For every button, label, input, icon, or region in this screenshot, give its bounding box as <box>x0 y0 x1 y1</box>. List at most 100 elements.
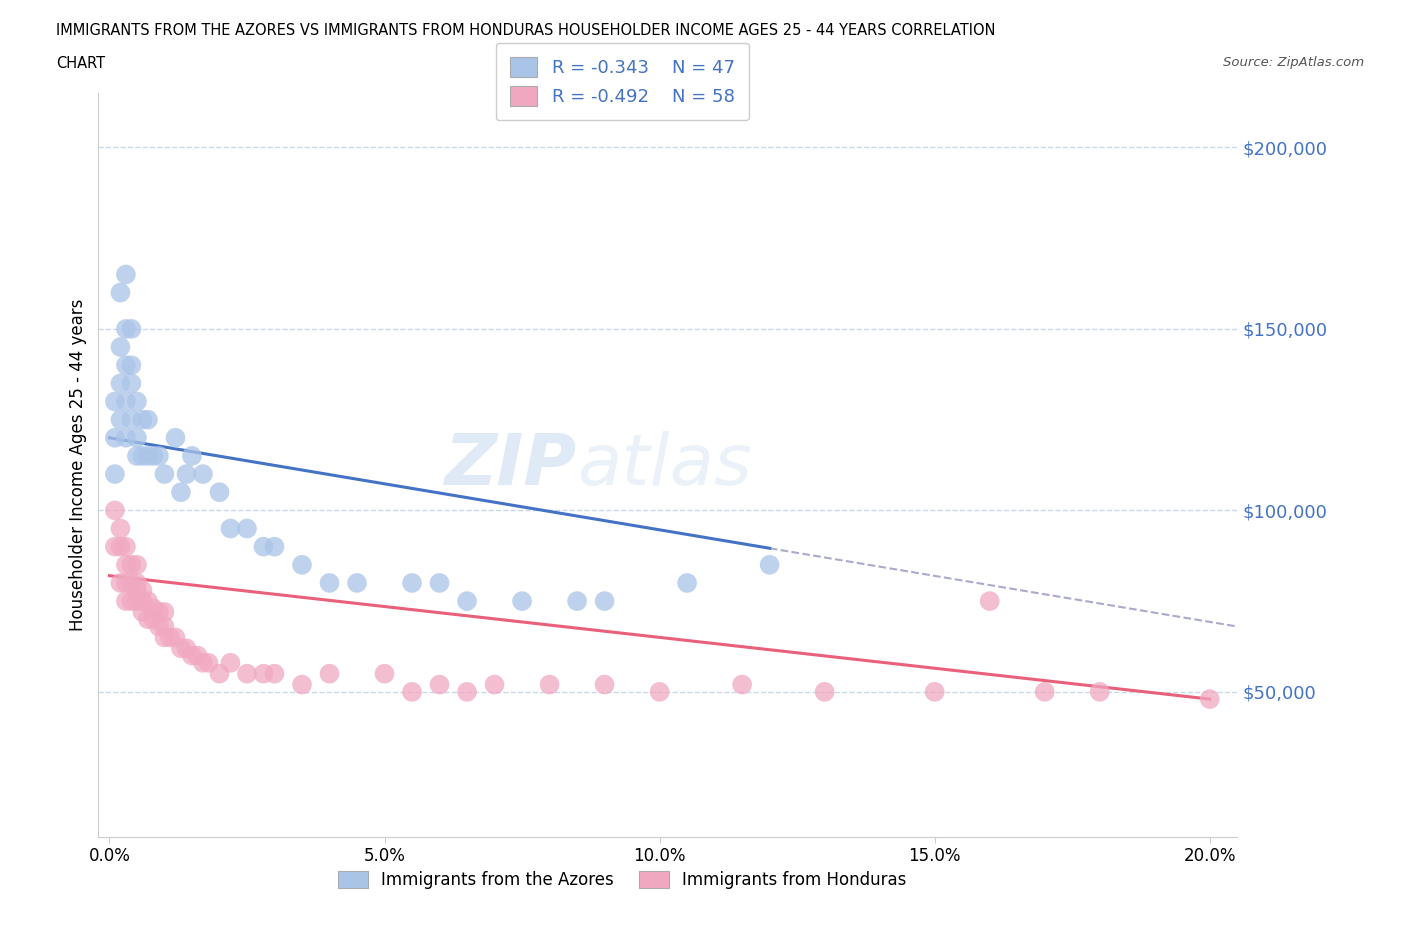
Point <box>115 431 138 445</box>
Point <box>125 576 148 591</box>
Point <box>136 593 159 608</box>
Point <box>1033 684 1056 699</box>
Y-axis label: Householder Income Ages 25 - 44 years: Householder Income Ages 25 - 44 years <box>69 299 87 631</box>
Point <box>191 467 214 482</box>
Point <box>1198 692 1220 707</box>
Point <box>191 656 214 671</box>
Point <box>401 576 423 591</box>
Point <box>148 619 170 634</box>
Point <box>131 583 153 598</box>
Point <box>142 601 165 616</box>
Point <box>110 339 132 354</box>
Point <box>181 448 204 463</box>
Point <box>110 521 132 536</box>
Point <box>120 412 142 427</box>
Point <box>104 394 127 409</box>
Point <box>252 666 274 681</box>
Point <box>318 576 340 591</box>
Point <box>758 557 780 572</box>
Point <box>429 576 451 591</box>
Point <box>136 412 159 427</box>
Point <box>148 604 170 619</box>
Point <box>593 677 616 692</box>
Point <box>565 593 588 608</box>
Point <box>115 267 138 282</box>
Point <box>104 467 127 482</box>
Point <box>197 656 219 671</box>
Text: atlas: atlas <box>576 431 751 499</box>
Point <box>456 684 478 699</box>
Point <box>170 485 193 499</box>
Point <box>401 684 423 699</box>
Point <box>159 630 181 644</box>
Text: Source: ZipAtlas.com: Source: ZipAtlas.com <box>1223 56 1364 69</box>
Point <box>1088 684 1111 699</box>
Point <box>115 576 138 591</box>
Point <box>131 604 153 619</box>
Point <box>263 666 285 681</box>
Point <box>456 593 478 608</box>
Point <box>153 630 176 644</box>
Point <box>131 593 153 608</box>
Point <box>165 431 187 445</box>
Point <box>538 677 561 692</box>
Point <box>136 612 159 627</box>
Point <box>208 666 231 681</box>
Point <box>153 467 176 482</box>
Point <box>125 431 148 445</box>
Point <box>115 557 138 572</box>
Point <box>484 677 506 692</box>
Point <box>115 539 138 554</box>
Point <box>125 583 148 598</box>
Point <box>165 630 187 644</box>
Point <box>924 684 946 699</box>
Point <box>115 322 138 337</box>
Point <box>125 394 148 409</box>
Point <box>176 467 198 482</box>
Point <box>110 286 132 300</box>
Point <box>125 593 148 608</box>
Point <box>115 358 138 373</box>
Point <box>120 557 142 572</box>
Point <box>219 521 242 536</box>
Point <box>110 539 132 554</box>
Point <box>593 593 616 608</box>
Point <box>181 648 204 663</box>
Text: CHART: CHART <box>56 56 105 71</box>
Point <box>110 376 132 391</box>
Point <box>252 539 274 554</box>
Legend: Immigrants from the Azores, Immigrants from Honduras: Immigrants from the Azores, Immigrants f… <box>332 864 914 896</box>
Point <box>186 648 208 663</box>
Point <box>115 593 138 608</box>
Point <box>104 431 127 445</box>
Point <box>148 448 170 463</box>
Point <box>236 666 259 681</box>
Point <box>131 448 153 463</box>
Point <box>979 593 1001 608</box>
Point <box>219 656 242 671</box>
Point <box>373 666 395 681</box>
Point <box>676 576 699 591</box>
Point <box>115 394 138 409</box>
Point <box>346 576 368 591</box>
Point <box>429 677 451 692</box>
Point <box>814 684 837 699</box>
Point <box>142 612 165 627</box>
Point <box>110 576 132 591</box>
Point <box>104 539 127 554</box>
Point <box>120 322 142 337</box>
Point <box>120 358 142 373</box>
Point <box>731 677 754 692</box>
Point <box>236 521 259 536</box>
Point <box>125 557 148 572</box>
Point <box>120 576 142 591</box>
Point <box>131 412 153 427</box>
Point <box>318 666 340 681</box>
Point <box>263 539 285 554</box>
Point <box>153 619 176 634</box>
Point <box>208 485 231 499</box>
Point <box>153 604 176 619</box>
Point <box>110 412 132 427</box>
Text: IMMIGRANTS FROM THE AZORES VS IMMIGRANTS FROM HONDURAS HOUSEHOLDER INCOME AGES 2: IMMIGRANTS FROM THE AZORES VS IMMIGRANTS… <box>56 23 995 38</box>
Point <box>176 641 198 656</box>
